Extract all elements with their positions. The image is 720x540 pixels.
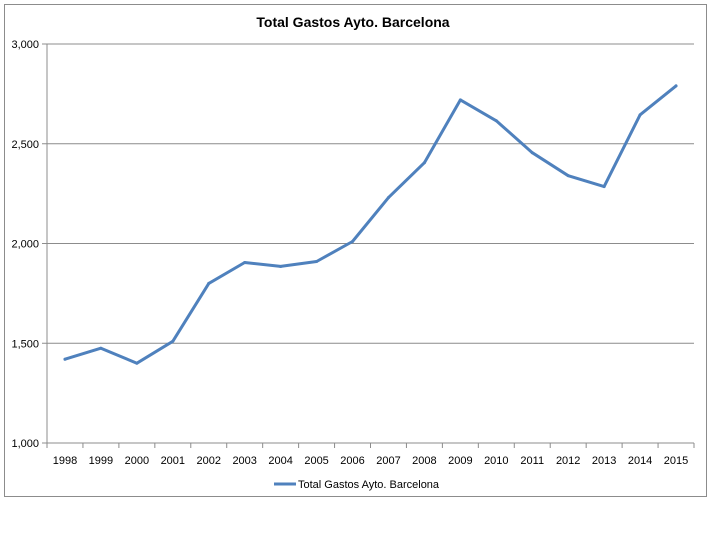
x-tick-label: 1998 bbox=[53, 455, 77, 467]
series-layer bbox=[63, 84, 678, 365]
data-point bbox=[494, 119, 498, 123]
data-point bbox=[99, 346, 103, 350]
x-tick-label: 2003 bbox=[232, 455, 256, 467]
x-tick-label: 2011 bbox=[520, 455, 544, 467]
x-tick-label: 2015 bbox=[664, 455, 688, 467]
gridlines bbox=[47, 43, 694, 344]
data-point bbox=[243, 260, 247, 264]
x-tick-label: 2010 bbox=[484, 455, 508, 467]
data-point bbox=[207, 281, 211, 285]
x-tick-label: 2002 bbox=[197, 455, 221, 467]
chart-title: Total Gastos Ayto. Barcelona bbox=[256, 14, 449, 30]
x-tick-label: 2012 bbox=[556, 455, 580, 467]
y-axis-tick-labels: 1,000 1,500 2,000 2,500 3,000 bbox=[11, 39, 39, 450]
data-point bbox=[674, 84, 678, 88]
x-tick-label: 2008 bbox=[412, 455, 436, 467]
data-point bbox=[458, 98, 462, 102]
data-point bbox=[279, 264, 283, 268]
data-point bbox=[315, 259, 319, 263]
x-tick-label: 2006 bbox=[340, 455, 364, 467]
legend-label: Total Gastos Ayto. Barcelona bbox=[298, 479, 440, 491]
x-tick-label: 2013 bbox=[592, 455, 616, 467]
series-line bbox=[63, 84, 678, 365]
x-tick-label: 2009 bbox=[448, 455, 472, 467]
axes bbox=[42, 43, 695, 448]
data-point bbox=[386, 196, 390, 200]
data-point bbox=[63, 357, 67, 361]
legend: Total Gastos Ayto. Barcelona bbox=[274, 479, 440, 491]
y-tick-label: 3,000 bbox=[11, 39, 39, 51]
data-point bbox=[422, 161, 426, 165]
data-point bbox=[171, 339, 175, 343]
x-tick-label: 2004 bbox=[268, 455, 292, 467]
x-tick-label: 2007 bbox=[376, 455, 400, 467]
x-tick-label: 2001 bbox=[161, 455, 185, 467]
data-point bbox=[135, 361, 139, 365]
data-point bbox=[351, 240, 355, 244]
x-tick-label: 2005 bbox=[304, 455, 328, 467]
data-point bbox=[530, 151, 534, 155]
data-point bbox=[638, 113, 642, 117]
x-axis-tick-labels: 1998 1999 2000 2001 2002 2003 2004 2005 2006 2007… bbox=[53, 455, 689, 467]
x-tick-label: 2014 bbox=[628, 455, 652, 467]
x-tick-label: 2000 bbox=[125, 455, 149, 467]
chart-area bbox=[4, 4, 707, 497]
data-point bbox=[602, 185, 606, 189]
y-tick-label: 2,000 bbox=[11, 239, 39, 251]
x-tick-label: 1999 bbox=[89, 455, 113, 467]
y-tick-label: 1,500 bbox=[11, 338, 39, 350]
data-point bbox=[566, 174, 570, 178]
y-tick-label: 1,000 bbox=[11, 438, 39, 450]
y-tick-label: 2,500 bbox=[11, 139, 39, 151]
